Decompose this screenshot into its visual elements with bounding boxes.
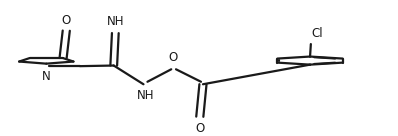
Text: NH: NH [107, 15, 124, 28]
Text: N: N [42, 70, 51, 83]
Text: O: O [62, 14, 71, 27]
Text: O: O [195, 122, 205, 135]
Text: O: O [169, 51, 178, 64]
Text: Cl: Cl [311, 27, 323, 40]
Text: NH: NH [137, 89, 154, 102]
